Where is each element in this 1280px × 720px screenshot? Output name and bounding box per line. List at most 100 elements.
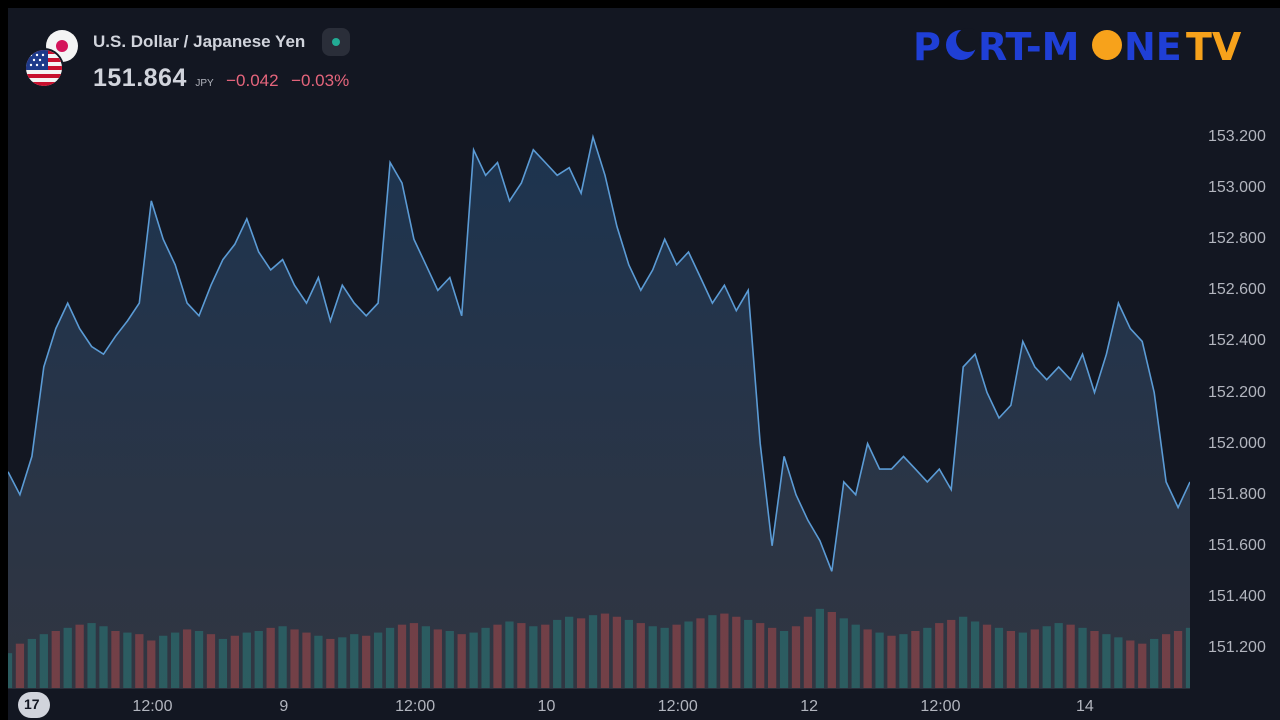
price-axis-label: 152.800: [1208, 230, 1266, 248]
port-mone-tv-logo: P RT-M NE TV: [913, 25, 1242, 69]
volume-bar: [123, 632, 132, 688]
volume-bar: [206, 634, 216, 688]
time-axis-label: 9: [279, 698, 289, 715]
volume-bar: [863, 629, 872, 688]
volume-bar: [326, 638, 335, 688]
market-open-dot-icon: [332, 38, 340, 46]
volume-bar: [1054, 623, 1063, 688]
volume-bar: [111, 631, 120, 688]
price-line: [8, 133, 1190, 572]
volume-bar: [672, 624, 681, 688]
logo-letter-p: P: [913, 25, 941, 69]
volume-bar: [350, 634, 359, 688]
volume-bar: [875, 632, 884, 688]
currency-flags: [24, 30, 84, 90]
volume-bar: [851, 624, 860, 688]
price-axis-label: 152.200: [1208, 383, 1266, 401]
volume-bar: [469, 632, 478, 688]
volume-bar: [1018, 632, 1027, 688]
volume-bar: [959, 616, 968, 688]
us-flag-icon: [24, 48, 64, 88]
volume-bar: [75, 624, 84, 688]
time-axis-label: 12:00: [920, 698, 961, 715]
volume-bar: [51, 631, 60, 688]
volume-bar: [565, 616, 574, 688]
volume-bar: [887, 635, 896, 688]
time-axis[interactable]: [8, 688, 1190, 720]
price-axis-label: 151.200: [1208, 639, 1266, 656]
price-axis-label: 152.400: [1208, 332, 1266, 350]
volume-bar: [1066, 624, 1075, 688]
volume-bar: [39, 634, 48, 688]
volume-bar: [266, 627, 275, 688]
currency-code: JPY: [195, 78, 214, 89]
price-axis-label: 151.800: [1208, 485, 1266, 503]
time-axis-label: 12:00: [657, 698, 698, 715]
tradingview-logo-icon[interactable]: 17: [18, 692, 50, 718]
volume-bar: [779, 631, 789, 688]
volume-bar: [1173, 631, 1183, 688]
volume-bar: [1185, 627, 1190, 688]
volume-bar: [720, 613, 729, 688]
volume-bar: [135, 634, 144, 688]
volume-bar: [1150, 638, 1159, 688]
volume-bar: [947, 619, 956, 688]
price-plot[interactable]: [8, 108, 1190, 688]
volume-bar: [767, 627, 777, 688]
volume-bar: [421, 626, 431, 688]
time-axis-label: 12: [800, 698, 819, 715]
volume-bar: [314, 635, 323, 688]
volume-bar: [660, 627, 669, 688]
volume-bar: [529, 626, 538, 688]
price-axis-label: 153.200: [1208, 128, 1266, 145]
market-status-button[interactable]: [322, 28, 350, 56]
logo-text-rtm: RT-M: [978, 25, 1079, 69]
volume-bar: [1078, 627, 1087, 688]
volume-bar: [99, 626, 108, 688]
last-price: 151.864: [93, 64, 187, 92]
volume-bar: [373, 632, 383, 688]
volume-bar: [1161, 634, 1171, 688]
volume-bar: [744, 619, 753, 688]
volume-bar: [278, 626, 287, 688]
volume-bar: [1114, 637, 1123, 688]
volume-bar: [409, 623, 419, 688]
price-axis-label: 152.600: [1208, 281, 1266, 299]
volume-bar: [445, 631, 454, 688]
volume-bar: [194, 631, 204, 688]
volume-bar: [935, 623, 944, 688]
price-change-abs: −0.042: [226, 71, 279, 90]
volume-bar: [708, 615, 717, 688]
volume-bar: [994, 627, 1004, 688]
logo-text-tv: TV: [1186, 25, 1242, 69]
volume-bar: [218, 638, 228, 688]
volume-bar: [385, 627, 395, 688]
symbol-title[interactable]: U.S. Dollar / Japanese Yen: [93, 32, 306, 51]
time-axis-label: 12:00: [132, 698, 173, 715]
symbol-header: U.S. Dollar / Japanese Yen 151.864 JPY −…: [8, 8, 608, 108]
logo-text-ne: NE: [1124, 25, 1182, 69]
price-axis-label: 151.600: [1208, 536, 1266, 554]
volume-bar: [171, 632, 180, 688]
volume-bar: [1138, 643, 1147, 688]
price-change-pct: −0.03%: [291, 71, 350, 90]
volume-bar: [505, 621, 514, 688]
volume-bar: [8, 653, 13, 688]
time-axis-label: 12:00: [395, 698, 436, 715]
volume-bar: [159, 635, 168, 688]
volume-bar: [756, 623, 765, 688]
volume-bar: [1030, 629, 1039, 688]
volume-bar: [517, 623, 526, 688]
price-area-fill: [8, 137, 1190, 688]
volume-bar: [182, 629, 192, 688]
volume-bar: [87, 623, 96, 688]
volume-bar: [1102, 634, 1111, 688]
volume-bar: [553, 619, 562, 688]
volume-bar: [600, 613, 610, 688]
volume-bar: [588, 615, 598, 688]
volume-bar: [1090, 631, 1099, 688]
volume-bar: [15, 643, 25, 688]
chart-window[interactable]: U.S. Dollar / Japanese Yen 151.864 JPY −…: [8, 8, 1280, 720]
volume-bar: [636, 623, 645, 688]
volume-bar: [839, 618, 848, 688]
